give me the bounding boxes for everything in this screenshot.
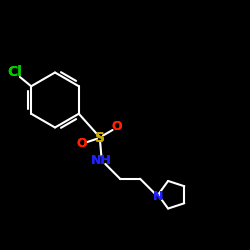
Text: N: N xyxy=(153,190,163,203)
Text: NH: NH xyxy=(91,154,112,166)
Text: S: S xyxy=(95,130,105,144)
Text: N: N xyxy=(153,190,163,203)
Text: S: S xyxy=(95,130,105,144)
Text: Cl: Cl xyxy=(8,66,22,80)
Text: O: O xyxy=(112,120,122,134)
Text: NH: NH xyxy=(91,154,112,166)
Text: O: O xyxy=(77,137,88,150)
Text: O: O xyxy=(77,137,88,150)
Text: O: O xyxy=(112,120,122,134)
Text: Cl: Cl xyxy=(8,66,22,80)
